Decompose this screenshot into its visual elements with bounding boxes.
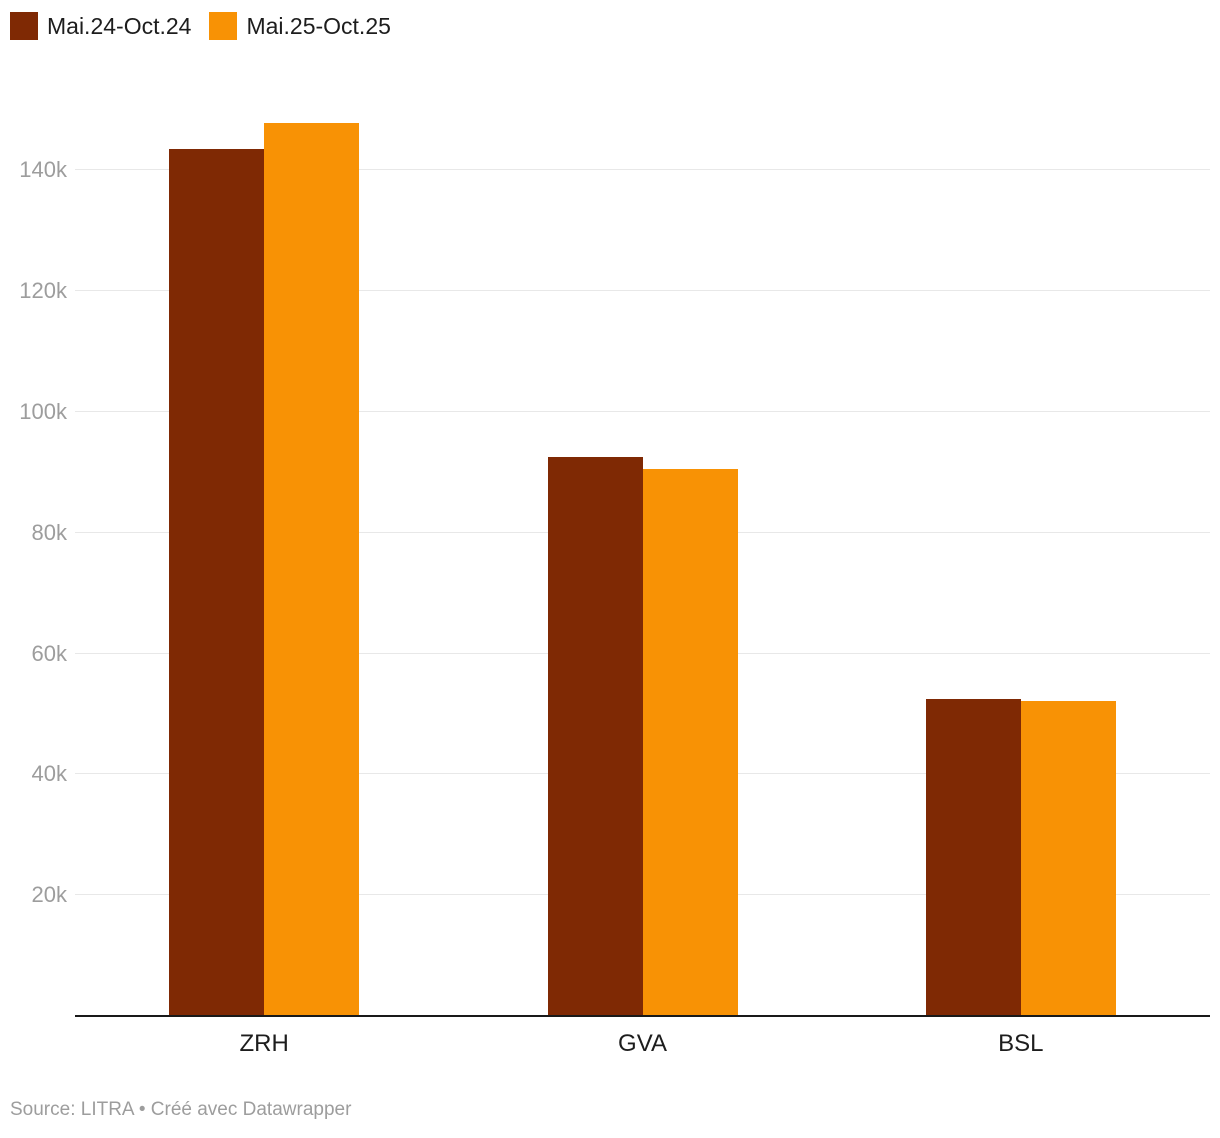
- bar-gva-series2: [642, 468, 738, 1016]
- bar-bsl-series2: [1020, 700, 1116, 1016]
- legend-swatch-icon: [10, 12, 38, 40]
- y-axis-tick-label: 120k: [19, 278, 67, 304]
- x-axis-category-label: BSL: [998, 1030, 1044, 1057]
- bar-zrh-series2: [264, 123, 360, 1016]
- x-axis-category-label: ZRH: [239, 1030, 289, 1057]
- x-axis-line: [75, 1015, 1210, 1017]
- legend-label: Mai.25-Oct.25: [246, 12, 391, 39]
- y-axis-tick-label: 80k: [31, 519, 67, 545]
- gridline: [75, 169, 1210, 171]
- gridline: [75, 290, 1210, 292]
- legend: Mai.24-Oct.24 Mai.25-Oct.25: [10, 12, 391, 40]
- gridline: [75, 411, 1210, 412]
- bar-zrh-series1: [169, 149, 265, 1016]
- bar-gva-series1: [547, 457, 643, 1016]
- legend-item-mai24-oct24: Mai.24-Oct.24: [10, 12, 191, 40]
- y-axis-tick-label: 140k: [19, 157, 67, 183]
- y-axis-tick-label: 20k: [31, 882, 67, 908]
- y-axis-tick-label: 40k: [31, 761, 67, 787]
- plot-area: 20k 40k 60k 80k 100k 120k 140k ZRH GVA BSL: [19, 110, 1210, 1057]
- legend-swatch-icon: [209, 12, 238, 40]
- legend-label: Mai.24-Oct.24: [47, 12, 192, 39]
- y-axis-tick-label: 100k: [19, 399, 67, 424]
- legend-item-mai25-oct25: Mai.25-Oct.25: [209, 12, 391, 40]
- y-axis-tick-label: 60k: [31, 640, 67, 666]
- x-axis-category-label: GVA: [618, 1030, 667, 1057]
- bar-bsl-series1: [925, 698, 1021, 1016]
- source-attribution: Source: LITRA • Créé avec Datawrapper: [10, 1099, 352, 1120]
